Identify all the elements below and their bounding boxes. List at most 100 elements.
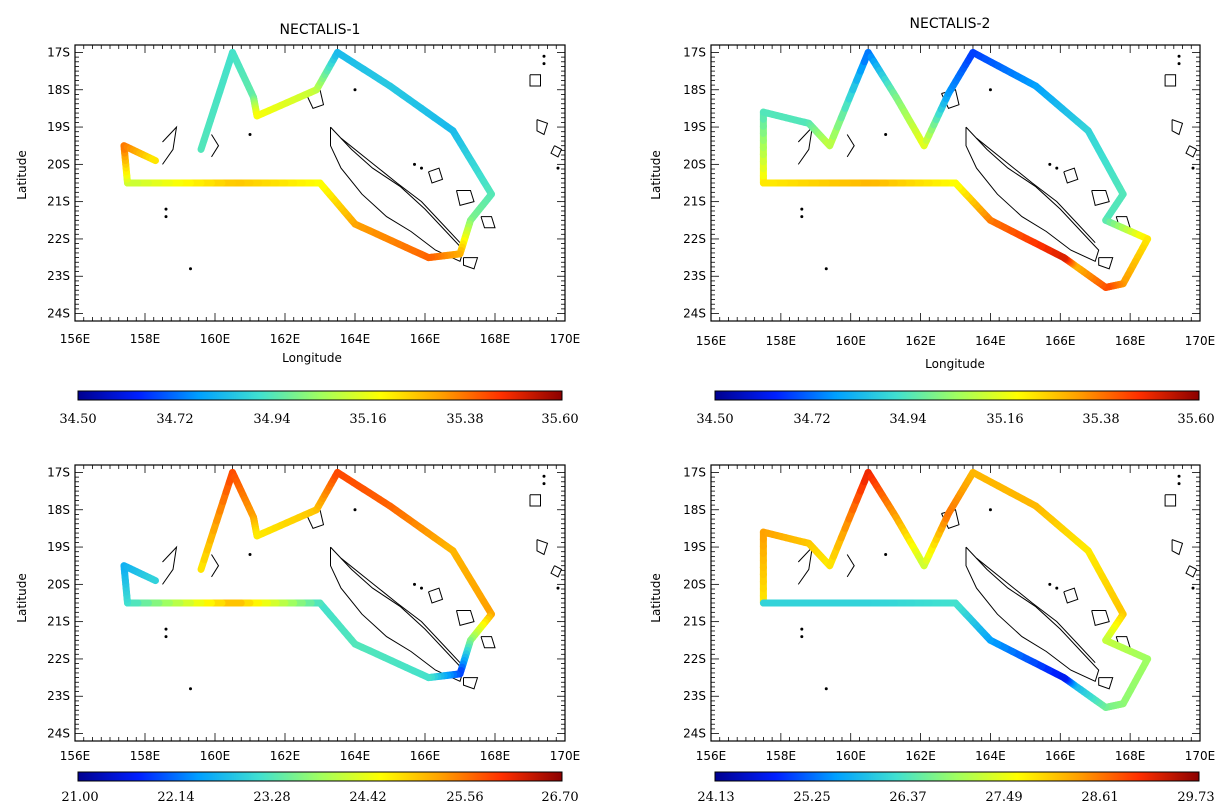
colorbar-tick-label: 34.94 — [889, 412, 926, 427]
minor-ticks — [74, 45, 566, 321]
islet — [189, 267, 192, 271]
colorbar-tick-label: 34.50 — [59, 412, 96, 427]
x-tick-label: 158E — [130, 749, 161, 763]
minor-ticks — [710, 465, 1201, 741]
islet — [420, 166, 423, 170]
colorbar: 34.50 34.72 34.94 35.16 35.38 35.60 — [696, 390, 1215, 427]
islet — [800, 627, 804, 631]
x-tick-label: 160E — [200, 332, 231, 346]
x-tick-label: 156E — [60, 332, 91, 346]
y-tick-label: 22S — [47, 652, 70, 666]
colorbar-tick-label: 35.60 — [1177, 412, 1214, 427]
x-tick-label: 156E — [696, 334, 727, 348]
colorbar-tick-label: 34.72 — [156, 412, 193, 427]
y-tick-label: 18S — [683, 503, 706, 517]
islet — [164, 627, 168, 631]
islet — [1055, 166, 1059, 170]
x-tick-label: 158E — [766, 334, 797, 348]
x-tick-label: 170E — [1185, 749, 1216, 763]
colorbar: 21.00 22.14 23.28 24.42 25.56 26.70 — [61, 771, 579, 805]
colorbar: 34.50 34.72 34.94 35.16 35.38 35.60 — [59, 390, 579, 427]
y-tick-label: 18S — [47, 83, 70, 97]
y-tick-label: 20S — [47, 157, 70, 171]
y-tick-label: 20S — [47, 577, 70, 591]
coastline — [456, 190, 475, 207]
x-tick-label: 170E — [1185, 334, 1216, 348]
islet — [1177, 62, 1181, 66]
islet — [556, 586, 560, 590]
y-tick-label: 19S — [683, 120, 706, 134]
coastline — [797, 125, 814, 165]
y-tick-label: 21S — [683, 195, 706, 209]
coastline — [1185, 565, 1198, 578]
y-tick-label: 24S — [47, 307, 70, 321]
x-tick-label: 164E — [340, 332, 371, 346]
plot-area: 156E 158E 160E 162E 164E 166E 168E 170E 17S 18S 19… — [47, 464, 580, 763]
x-tick-label: 158E — [130, 332, 161, 346]
y-tick-label: 23S — [47, 269, 70, 283]
islet — [800, 207, 804, 211]
islet — [1177, 482, 1181, 486]
y-tick-label: 17S — [683, 465, 706, 479]
y-tick-label: 18S — [683, 83, 706, 97]
islet — [413, 162, 416, 166]
panel-title: NECTALIS-2 — [910, 16, 991, 32]
coastline — [162, 545, 178, 585]
x-tick-label: 160E — [200, 749, 231, 763]
ship-track — [759, 48, 1152, 291]
coastline — [797, 545, 814, 585]
map-panel-nectalis2-temperature: Latitude 156E 158E 160E 162E 164E 166E 168E 170… — [649, 464, 1216, 805]
islet — [420, 586, 423, 590]
coastline — [1098, 677, 1114, 690]
islet — [164, 207, 168, 211]
coastlines — [162, 474, 563, 691]
coastline — [428, 167, 444, 184]
colorbar-tick-label: 26.70 — [541, 790, 578, 805]
coastline — [463, 677, 479, 690]
x-tick-label: 166E — [410, 332, 441, 346]
coastline — [456, 610, 475, 627]
coastline — [1098, 257, 1114, 270]
x-tick-label: 170E — [550, 332, 581, 346]
colorbar-tick-label: 34.72 — [793, 412, 830, 427]
y-tick-label: 17S — [683, 45, 706, 59]
coastline — [529, 494, 541, 507]
islet — [1048, 582, 1052, 586]
panel-title: NECTALIS-1 — [280, 22, 361, 38]
coastline — [340, 557, 461, 664]
y-tick-label: 20S — [683, 577, 706, 591]
colorbar-tick-label: 26.37 — [889, 790, 926, 805]
islet — [542, 482, 546, 486]
y-axis-label: Latitude — [649, 150, 663, 199]
coastline — [1164, 74, 1177, 87]
colorbar-tick-label: 23.28 — [253, 790, 290, 805]
y-tick-label: 19S — [47, 540, 70, 554]
islet — [1191, 586, 1195, 590]
coastline — [1091, 610, 1110, 627]
plot-area: 156E 158E 160E 162E 164E 166E 168E 170E 17S 18S 19… — [683, 44, 1216, 348]
plot-area: 156E 158E 160E 162E 164E 166E 168E 170E 17S 18S 19… — [47, 44, 581, 346]
coastline — [1091, 190, 1110, 207]
colorbar-tick-label: 35.60 — [541, 412, 578, 427]
colorbar-gradient — [77, 771, 563, 782]
colorbar-tick-label: 24.42 — [349, 790, 386, 805]
y-tick-label: 23S — [683, 269, 706, 283]
coastline — [976, 137, 1096, 244]
x-tick-label: 160E — [835, 749, 866, 763]
x-tick-label: 156E — [60, 749, 91, 763]
colorbar-tick-label: 29.73 — [1177, 790, 1214, 805]
islet — [824, 267, 828, 271]
y-tick-label: 20S — [683, 157, 706, 171]
colorbar-tick-label: 28.61 — [1081, 790, 1118, 805]
plot-area: 156E 158E 160E 162E 164E 166E 168E 170E 17S 18S 19… — [683, 464, 1216, 763]
ship-track — [120, 468, 495, 682]
colorbar-tick-label: 24.13 — [697, 790, 734, 805]
track-segment — [148, 575, 159, 585]
coastline — [480, 636, 496, 649]
colorbar-tick-label: 27.49 — [985, 790, 1022, 805]
coastline — [340, 137, 461, 244]
x-tick-label: 162E — [905, 749, 936, 763]
islet — [413, 582, 416, 586]
x-axis-label: Longitude — [925, 357, 985, 371]
colorbar-tick-label: 34.50 — [696, 412, 733, 427]
